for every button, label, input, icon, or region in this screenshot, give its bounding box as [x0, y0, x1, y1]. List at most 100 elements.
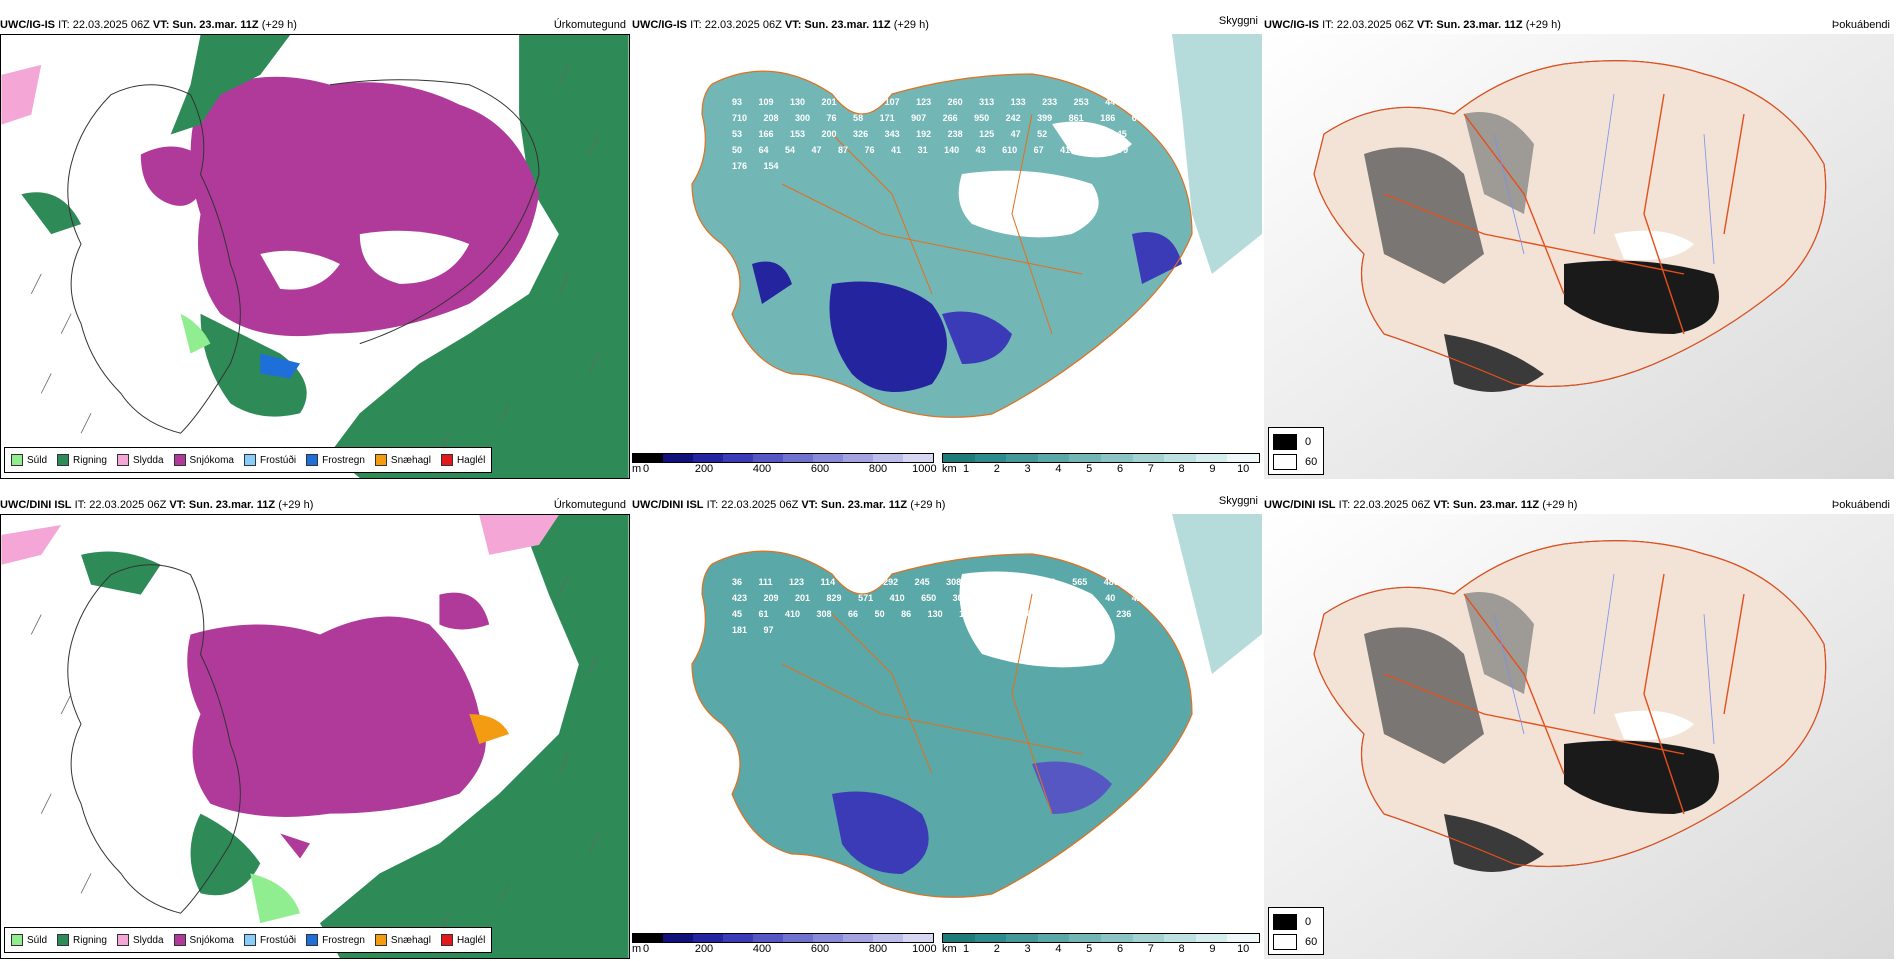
valid-time: Sun. 23.mar. 11Z: [820, 499, 908, 511]
lead-time: (+29 h): [910, 499, 946, 511]
legend-swatch: [306, 934, 319, 946]
legend-swatch: [306, 454, 319, 466]
legend-label: Frostregn: [322, 454, 365, 466]
legend-swatch: [173, 454, 186, 466]
legend-item-sudd: Súld: [11, 454, 47, 466]
visibility-values-bottom: 36 111 123 114 198 292 245 308 509 465 2…: [732, 577, 1151, 635]
legend-label: Súld: [27, 934, 48, 946]
tick-label: 5: [1086, 463, 1093, 475]
lead-time: (+29 h): [278, 499, 314, 511]
visibility-map: 93 109 130 201 107 107 123 260 313 133 2…: [632, 34, 1262, 434]
lead-time: (+29 h): [261, 19, 297, 31]
legend-swatch: [57, 934, 70, 946]
valid-time: Sun. 23.mar. 11Z: [804, 19, 891, 31]
legend-swatch: [11, 934, 23, 946]
fog-legend: 0 60: [1268, 907, 1324, 955]
legend-item-snaehagl: Snæhagl: [374, 454, 431, 466]
tick-label: 0: [642, 943, 650, 955]
visibility-km-unit: km: [942, 943, 957, 955]
tick-label: 6: [1116, 463, 1124, 475]
valid-time-label: VT:: [169, 499, 186, 511]
panel-title: Skyggni: [1218, 15, 1258, 27]
tick-label: 7: [1147, 943, 1154, 955]
init-time: IT: 22.03.2025 06Z: [1322, 19, 1414, 31]
legend-swatch: [57, 454, 70, 466]
visibility-colorbars: m 0 200 400 600 800 1000 km 1 2 3 4 5 6 …: [632, 931, 1262, 961]
tick-label: 800: [868, 943, 888, 955]
panel-precip-type-row1: UWC/IG-IS IT: 22.03.2025 06Z VT: Sun. 23…: [0, 16, 630, 481]
tick-label: 200: [694, 943, 714, 955]
visibility-map-svg: [632, 34, 1262, 434]
legend-swatch: [116, 934, 129, 946]
init-time: IT: 22.03.2025 06Z: [74, 499, 167, 511]
legend-item-frostregn: Frostregn: [306, 934, 365, 946]
legend-label: Haglél: [456, 454, 486, 466]
precip-map-svg: [1, 515, 629, 958]
tick-label: 1: [962, 943, 970, 955]
tick-label: 9: [1209, 463, 1216, 475]
visibility-km-colorbar: [942, 933, 1260, 943]
tick-label: 0: [642, 463, 650, 475]
legend-label: Snæhagl: [390, 454, 431, 466]
legend-item-snjokoma: Snjókoma: [173, 454, 234, 466]
panel-header: UWC/DINI ISL IT: 22.03.2025 06Z VT: Sun.…: [632, 495, 1262, 514]
tick-label: 6: [1116, 943, 1124, 955]
panel-header: UWC/IG-IS IT: 22.03.2025 06Z VT: Sun. 23…: [1264, 16, 1894, 34]
lead-time: (+29 h): [1542, 499, 1578, 511]
tick-label: 9: [1209, 943, 1216, 955]
valid-time: Sun. 23.mar. 11Z: [172, 19, 259, 31]
visibility-m-ticks: 0 200 400 600 800 1000: [642, 463, 937, 477]
precip-type-map: [0, 34, 630, 479]
fog-legend-row: 60: [1273, 454, 1317, 470]
panel-fog-index-row1: UWC/IG-IS IT: 22.03.2025 06Z VT: Sun. 23…: [1264, 16, 1894, 481]
tick-label: 2: [993, 943, 1000, 955]
fog-swatch: [1273, 934, 1297, 950]
panel-visibility-row1: UWC/IG-IS IT: 22.03.2025 06Z VT: Sun. 23…: [632, 15, 1262, 481]
tick-label: 800: [868, 463, 888, 475]
legend-item-sudd: Súld: [11, 934, 47, 946]
visibility-m-unit: m: [632, 943, 642, 955]
valid-time: Sun. 23.mar. 11Z: [1436, 19, 1523, 31]
tick-label: 400: [752, 463, 772, 475]
legend-swatch: [440, 934, 453, 946]
fog-legend: 0 60: [1268, 427, 1324, 475]
visibility-km-colorbar: [942, 453, 1260, 463]
legend-item-frostudi: Frostúði: [243, 454, 296, 466]
legend-item-hagel: Haglél: [440, 934, 486, 946]
visibility-colorbars: m 0 200 400 600 800 1000 km 1 2 3 4 5 6 …: [632, 451, 1262, 481]
legend-item-hagel: Haglél: [440, 454, 486, 466]
tick-label: 8: [1178, 463, 1185, 475]
lead-time: (+29 h): [1525, 19, 1561, 31]
model-name: UWC/DINI ISL: [1264, 499, 1336, 511]
precip-type-map: [0, 514, 630, 959]
tick-label: 1: [962, 463, 970, 475]
valid-time-label: VT:: [152, 19, 170, 31]
legend-item-slydda: Slydda: [116, 454, 164, 466]
lead-time: (+29 h): [893, 19, 929, 31]
legend-item-snaehagl: Snæhagl: [374, 934, 431, 946]
tick-label: 5: [1086, 943, 1093, 955]
fog-legend-row: 0: [1273, 914, 1311, 930]
init-time: IT: 22.03.2025 06Z: [1338, 499, 1431, 511]
valid-time-label: VT:: [784, 19, 802, 31]
legend-label: Snæhagl: [390, 934, 431, 946]
visibility-map-svg: [632, 514, 1262, 914]
legend-label: Slydda: [132, 454, 164, 466]
visibility-m-ticks: 0 200 400 600 800 1000: [642, 943, 937, 957]
panel-header: UWC/DINI ISL IT: 22.03.2025 06Z VT: Sun.…: [1264, 496, 1894, 514]
legend-label: Snjókoma: [189, 934, 234, 946]
init-time: IT: 22.03.2025 06Z: [58, 19, 150, 31]
fog-map-svg: [1264, 34, 1894, 479]
panel-precip-type-row2: UWC/DINI ISL IT: 22.03.2025 06Z VT: Sun.…: [0, 496, 630, 961]
visibility-km-ticks: 1 2 3 4 5 6 7 8 9 10: [962, 463, 1249, 477]
panel-header: UWC/DINI ISL IT: 22.03.2025 06Z VT: Sun.…: [0, 496, 630, 514]
tick-label: 600: [810, 463, 830, 475]
model-name: UWC/IG-IS: [632, 19, 687, 31]
legend-swatch: [243, 454, 256, 466]
legend-label: Frostregn: [322, 934, 365, 946]
fog-swatch: [1273, 914, 1297, 930]
fog-label: 0: [1305, 916, 1312, 928]
legend-swatch: [243, 934, 256, 946]
legend-label: Haglél: [456, 934, 486, 946]
valid-time-label: VT:: [801, 499, 818, 511]
